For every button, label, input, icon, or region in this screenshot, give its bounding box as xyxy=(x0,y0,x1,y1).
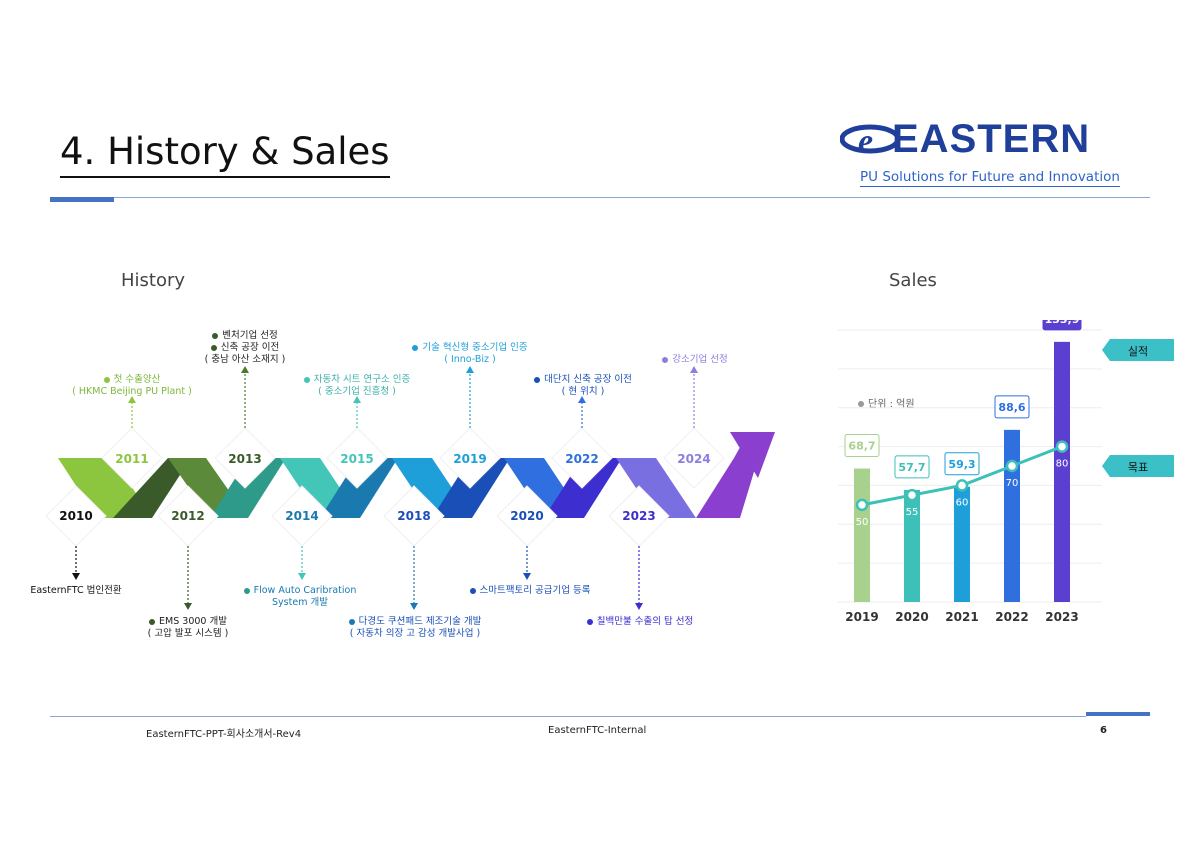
target-point-2023 xyxy=(1055,440,1069,453)
target-point-2019 xyxy=(855,498,869,512)
target-label-2019: 50 xyxy=(856,517,869,528)
bullet-icon xyxy=(103,376,110,383)
bullet-icon xyxy=(858,401,864,407)
value-label-2022: 88,6 xyxy=(998,401,1025,414)
note-2012: EMS 3000 개발 ( 고압 발포 시스템 ) xyxy=(147,616,229,639)
note-2015: 자동차 시트 연구소 인증 ( 중소기업 진흥청 ) xyxy=(292,374,422,398)
note-2020: 스마트팩토리 공급기업 등록 xyxy=(460,585,600,597)
svg-text:e: e xyxy=(858,123,873,160)
note-2013: 벤처기업 선정 신축 공장 이전 ( 충남 아산 소재지 ) xyxy=(204,330,286,365)
target-label-2023: 80 xyxy=(1056,459,1069,470)
value-label-2021: 59,3 xyxy=(948,458,975,471)
x-tick-2020: 2020 xyxy=(895,610,928,624)
footer-classification: EasternFTC-Internal xyxy=(548,725,647,736)
sales-bar-2023 xyxy=(1054,341,1070,602)
legend-actual-tag xyxy=(1102,339,1174,361)
note-2023: 칠백만불 수출의 탑 선정 xyxy=(575,616,705,628)
bullet-icon xyxy=(412,344,419,351)
target-point-2021 xyxy=(955,479,969,492)
year-2013: 2013 xyxy=(228,452,262,466)
x-tick-2022: 2022 xyxy=(995,610,1028,624)
year-2012: 2012 xyxy=(171,509,205,523)
target-point-2020 xyxy=(905,488,919,502)
logo-e-icon: e xyxy=(839,123,901,160)
logo-tagline: PU Solutions for Future and Innovation xyxy=(860,169,1120,187)
note-2019: 기술 혁신형 중소기업 인증 ( Inno-Biz ) xyxy=(400,342,540,366)
target-point-2022 xyxy=(1005,459,1019,473)
note-2018: 다경도 쿠션패드 제조기술 개발 ( 자동차 의장 고 감성 개발사업 ) xyxy=(348,616,482,639)
legend-target-label: 목표 xyxy=(1127,461,1149,474)
history-ribbon xyxy=(45,366,775,610)
year-2020: 2020 xyxy=(510,509,544,523)
bullet-icon xyxy=(534,376,541,383)
value-label-2020: 57,7 xyxy=(898,461,925,474)
page-number: 6 xyxy=(1100,725,1107,736)
note-2024: 강소기업 선정 xyxy=(640,354,750,366)
sales-heading: Sales xyxy=(889,270,937,291)
year-2019: 2019 xyxy=(453,452,487,466)
title-accent-bar xyxy=(50,197,114,202)
value-label-2019: 68,7 xyxy=(848,440,875,453)
ribbon-segments xyxy=(58,432,775,518)
bullet-icon xyxy=(149,618,156,625)
value-box-2019 xyxy=(844,434,880,458)
legend-target: 목표 xyxy=(1102,455,1174,481)
year-2014: 2014 xyxy=(285,509,319,523)
bullet-icon xyxy=(243,587,250,594)
value-label-2023: 133,9 xyxy=(1045,320,1080,326)
logo-wordmark: EASTERN xyxy=(892,117,1091,161)
footer-divider xyxy=(50,716,1086,717)
value-box-2022 xyxy=(994,395,1030,419)
legend-actual: 실적 xyxy=(1102,339,1174,365)
year-2023: 2023 xyxy=(622,509,656,523)
unit-label: 단위 : 억원 xyxy=(858,395,915,410)
page-title: 4. History & Sales xyxy=(60,128,390,178)
note-2010: EasternFTC 법인전환 xyxy=(30,585,122,596)
sales-bar-2021 xyxy=(954,486,970,602)
legend-target-tag xyxy=(1102,455,1174,477)
x-tick-2019: 2019 xyxy=(845,610,878,624)
year-2010: 2010 xyxy=(59,509,93,523)
bullet-icon xyxy=(586,618,593,625)
sales-bar-2019 xyxy=(854,468,870,602)
bullet-icon xyxy=(303,376,310,383)
value-box-2021 xyxy=(944,452,980,476)
note-2011: 첫 수출양산 ( HKMC Beijing PU Plant ) xyxy=(72,374,192,397)
year-2011: 2011 xyxy=(115,452,149,466)
year-2018: 2018 xyxy=(397,509,431,523)
value-box-2020 xyxy=(894,455,930,479)
sales-bar-2020 xyxy=(904,489,920,602)
note-2022: 대단지 신축 공장 이전 ( 현 위치 ) xyxy=(518,374,648,398)
footer-doc-name: EasternFTC-PPT-회사소개서-Rev4 xyxy=(146,729,302,740)
bullet-icon xyxy=(210,344,217,351)
bullet-icon xyxy=(348,618,355,625)
target-label-2020: 55 xyxy=(906,507,919,518)
legend-actual-label: 실적 xyxy=(1127,345,1149,358)
sales-bar-2022 xyxy=(1004,429,1020,602)
value-box-2023 xyxy=(1042,320,1082,331)
target-label-2022: 70 xyxy=(1006,478,1019,489)
year-2022: 2022 xyxy=(565,452,599,466)
year-2024: 2024 xyxy=(677,452,711,466)
bullet-icon xyxy=(469,587,476,594)
x-tick-2021: 2021 xyxy=(945,610,978,624)
title-divider xyxy=(114,197,1150,198)
sales-chart: 68,7 2019 57,7 2020 59,3 2021 88,6 2022 133,9 202… xyxy=(838,320,1102,624)
logo: e xyxy=(839,118,901,164)
note-2014: Flow Auto Caribration System 개발 xyxy=(230,585,370,609)
x-tick-2023: 2023 xyxy=(1045,610,1078,624)
footer-accent-bar xyxy=(1086,712,1150,716)
target-label-2021: 60 xyxy=(956,497,969,508)
bullet-icon xyxy=(662,356,669,363)
year-2015: 2015 xyxy=(340,452,374,466)
bullet-icon xyxy=(212,332,219,339)
history-heading: History xyxy=(121,270,186,291)
